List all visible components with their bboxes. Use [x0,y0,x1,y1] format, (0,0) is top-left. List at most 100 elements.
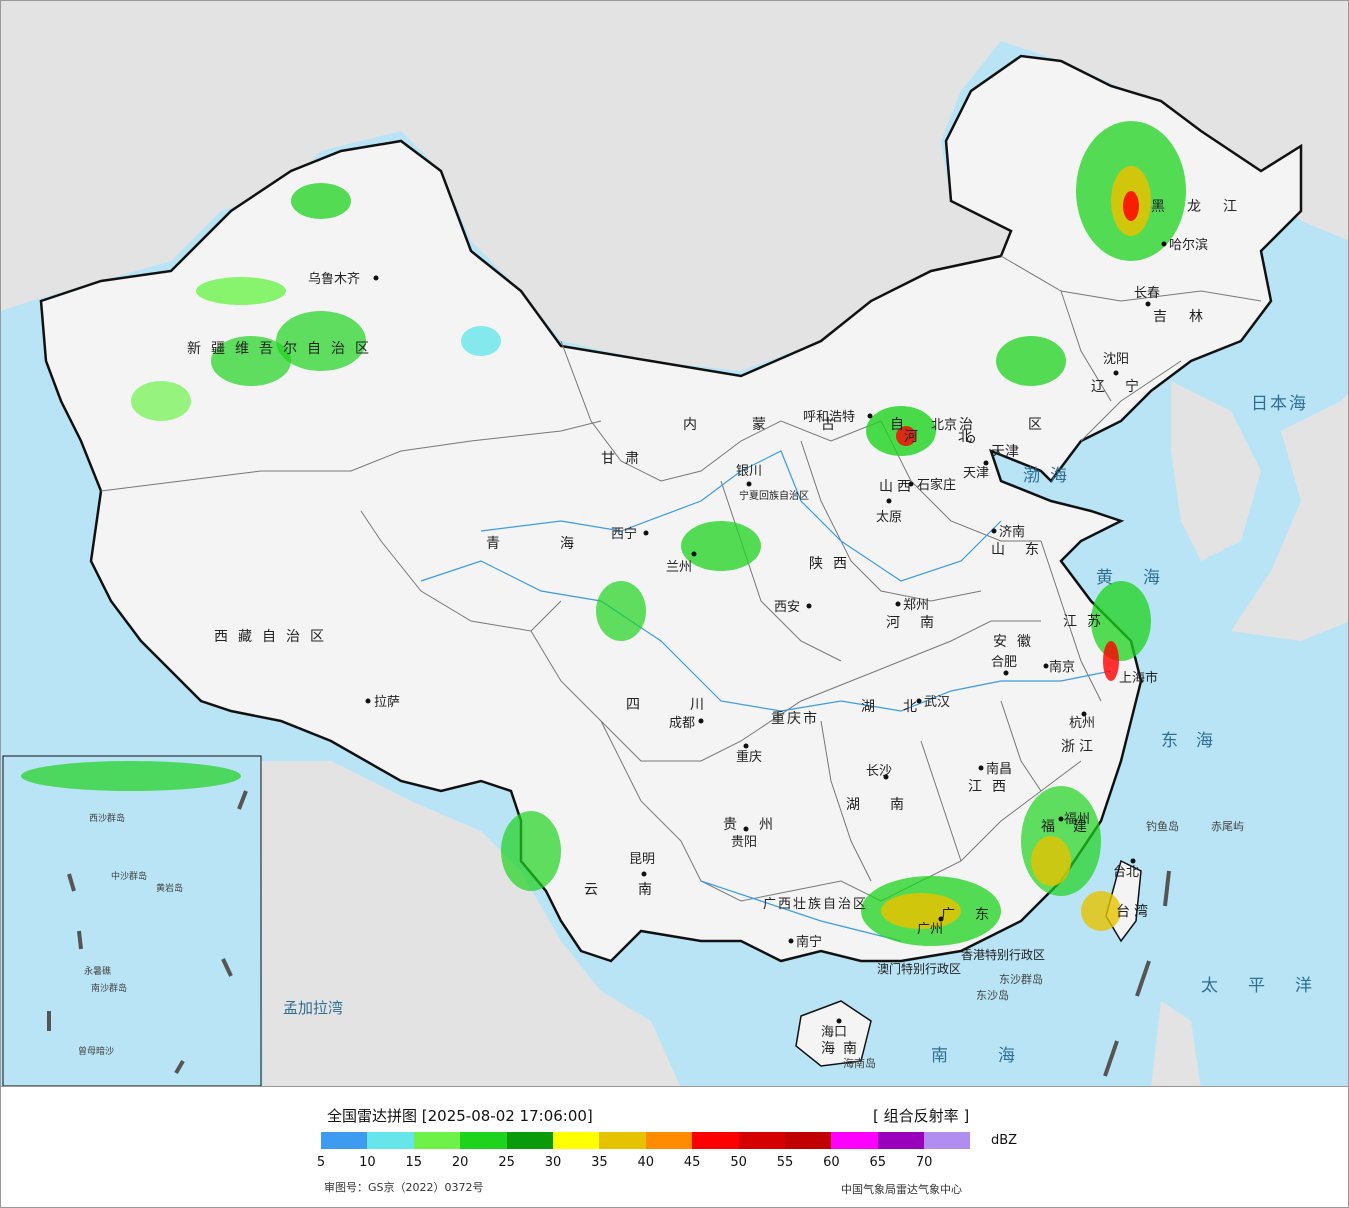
map-canvas: 乌鲁木齐 拉萨 西宁 兰州 银川 呼和浩特 北京 天津 石家庄 太原 济南 郑州… [1,1,1348,1086]
legend-tick-label: 50 [730,1155,747,1170]
sea-huanghai: 黄海 [1096,568,1190,588]
sea-japan: 日本海 [1251,394,1308,414]
city-shenyang: 沈阳 [1103,352,1129,367]
legend-tick-label: 45 [683,1155,701,1170]
legend-panel: 全国雷达拼图 [2025-08-02 17:06:00] [ 组合反射率 ] d… [0,1087,1349,1208]
island-nansha: 南沙群岛 [91,982,127,994]
legend-color-scale [321,1132,971,1149]
legend-swatch [831,1132,878,1149]
island-diaoyu: 钓鱼岛 [1146,819,1179,833]
prov-tianjin: 天津 [991,444,1019,460]
prov-xinjiang: 新疆维吾尔自治区 [187,341,379,357]
city-hefei: 合肥 [991,655,1017,670]
prov-liaoning: 辽宁 [1091,378,1159,395]
philippines [1151,1001,1201,1086]
japan [1231,393,1348,641]
island-dongsha-group: 东沙群岛 [999,972,1043,986]
legend-tick-label: 15 [405,1155,423,1170]
legend-title: 全国雷达拼图 [2025-08-02 17:06:00] [327,1107,593,1125]
city-xian: 西安 [774,600,800,615]
prov-qinghai: 青海 [486,536,634,552]
sea-nanhai: 南海 [931,1046,1065,1066]
legend-swatch [599,1132,646,1149]
china-land [39,54,1303,963]
korea-japan [1171,381,1261,561]
sea-donghai: 东海 [1161,731,1231,751]
legend-swatch [367,1132,414,1149]
prov-jilin: 吉林 [1153,309,1225,325]
legend-tick-label: 70 [915,1155,933,1170]
foreign-land [1,1,1348,371]
island-hainan: 海南岛 [843,1056,876,1070]
city-hohhot: 呼和浩特 [803,410,855,425]
legend-tick-label: 10 [359,1155,376,1170]
city-fuzhou: 福州 [1064,812,1090,827]
prov-shandong: 山东 [991,542,1059,558]
south-china-sea-inset [2,755,262,1086]
legend-tick-label: 60 [823,1155,840,1170]
sea-labels: 渤海 黄海 东海 南海 日本海 太平洋 孟加拉湾 [283,394,1312,1066]
prov-zhejiang: 浙江 [1061,739,1097,755]
city-lhasa: 拉萨 [374,695,400,710]
city-harbin: 哈尔滨 [1169,237,1208,253]
city-chongqing: 重庆 [736,749,762,765]
legend-tick-label: 40 [637,1155,655,1170]
province-labels: 新疆维吾尔自治区 西藏自治区 青海 甘肃 内蒙古自治区 黑龙江 吉林 辽宁 河北… [187,199,1259,1057]
city-labels: 乌鲁木齐 拉萨 西宁 兰州 银川 呼和浩特 北京 天津 石家庄 太原 济南 郑州… [308,237,1208,1040]
island-chiwei: 赤尾屿 [1211,820,1244,833]
hainan-island [795,1000,872,1067]
prov-sichuan: 四川 [626,697,754,713]
city-guangzhou: 广州 [917,922,943,937]
legend-product: [ 组合反射率 ] [873,1107,970,1125]
city-changsha: 长沙 [866,764,892,779]
island-xisha: 西沙群岛 [89,812,125,824]
prov-ningxia: 宁夏回族自治区 [739,489,809,502]
prov-macau: 澳门特别行政区 [877,961,961,976]
foreign-land-se-asia [261,761,681,1086]
legend-swatch [784,1132,832,1149]
legend-swatch [924,1132,971,1149]
legend-swatch [413,1132,461,1149]
island-dongsha: 东沙岛 [976,988,1009,1002]
sea-bohai: 渤海 [1023,466,1077,486]
legend-tick-label: 35 [591,1155,608,1170]
sea-bengal: 孟加拉湾 [283,999,343,1017]
legend-swatch [877,1132,925,1149]
city-shijiazhuang: 石家庄 [917,477,956,493]
legend-tick-label: 30 [544,1155,562,1170]
city-zhengzhou: 郑州 [903,598,929,613]
city-haikou: 海口 [821,1025,847,1040]
legend-source: 中国气象局雷达气象中心 [841,1183,962,1196]
legend-swatch [645,1132,693,1149]
legend-tick-label: 25 [498,1155,515,1170]
prov-chongqingshi: 重庆市 [771,710,819,727]
prov-xizang: 西藏自治区 [214,629,334,645]
prov-jiangsu: 江苏 [1063,614,1111,630]
radar-echoes [21,121,1186,946]
prov-heilongjiang: 黑龙江 [1151,199,1259,215]
legend-tick-label: 5 [316,1155,326,1170]
island-huangyan: 黄岩岛 [156,882,183,894]
prov-shaanxi: 陕西 [809,556,857,572]
island-zengmu: 曾母暗沙 [78,1045,114,1057]
island-yongshu: 永暑礁 [84,965,111,977]
city-nanchang: 南昌 [986,761,1012,777]
legend-approval-number: 审图号：GS京（2022）0372号 [324,1181,484,1194]
legend-swatch [460,1132,507,1149]
city-urumqi: 乌鲁木齐 [308,271,360,287]
prov-henan: 河南 [886,615,954,631]
city-shanghai: 上海市 [1119,670,1158,686]
prov-taiwan: 台湾 [1116,903,1152,920]
legend-swatch [692,1132,739,1149]
prov-hebei: 河北 [904,429,1012,445]
prov-jiangxi: 江西 [968,779,1016,795]
island-labels: 钓鱼岛 赤尾屿 东沙群岛 东沙岛 海南岛 中沙群岛 黄岩岛 南沙群岛 西沙群岛 … [78,812,1244,1070]
city-yinchuan: 银川 [736,464,762,479]
legend-swatch [552,1132,600,1149]
city-jinan: 济南 [999,524,1025,540]
dash-line [47,790,1171,1077]
province-boundaries [100,255,1262,902]
city-changchun: 长春 [1134,286,1160,301]
island-zhongsha: 中沙群岛 [111,870,147,882]
city-taipei: 台北 [1113,865,1139,880]
